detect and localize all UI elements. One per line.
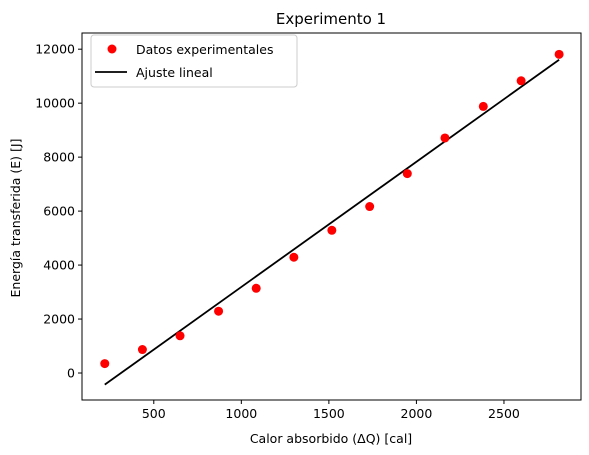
axes-frame	[81, 32, 582, 401]
x-tick-label: 2000	[401, 406, 433, 421]
legend-label-datos: Datos experimentales	[136, 42, 273, 57]
y-tick-label: 6000	[43, 204, 75, 219]
data-point	[478, 101, 488, 111]
data-point	[554, 49, 564, 59]
axes: 500 1000 1500 2000 2500 0 2000 4000 6000 8000 1000…	[35, 32, 582, 421]
data-point	[100, 359, 110, 369]
legend-marker-datos	[107, 44, 117, 54]
x-tick-label: 500	[142, 406, 166, 421]
data-point	[251, 283, 261, 293]
data-point	[137, 345, 147, 355]
x-tick-label: 1500	[313, 406, 345, 421]
y-axis-label: Energía transferida (E) [J]	[8, 139, 23, 298]
data-point	[440, 133, 450, 143]
chart-title: Experimento 1	[276, 10, 386, 28]
x-tick-label: 2500	[488, 406, 520, 421]
data-point	[402, 169, 412, 179]
y-tick-label: 0	[67, 366, 75, 381]
y-tick-label: 4000	[43, 258, 75, 273]
x-tick-label: 1000	[225, 406, 257, 421]
y-tick-label: 2000	[43, 312, 75, 327]
data-point	[175, 331, 185, 341]
y-tick-label: 8000	[43, 150, 75, 165]
data-point	[214, 306, 224, 316]
legend: Datos experimentales Ajuste lineal	[90, 34, 298, 88]
data-point	[327, 225, 337, 235]
y-tick-label: 12000	[35, 42, 75, 57]
data-point	[365, 202, 375, 212]
legend-box	[90, 34, 298, 88]
fit-line	[104, 58, 560, 386]
y-tick-label: 10000	[35, 96, 75, 111]
legend-label-ajuste: Ajuste lineal	[136, 65, 213, 80]
x-axis-label: Calor absorbido (ΔQ) [cal]	[250, 431, 412, 446]
data-point	[289, 252, 299, 262]
data-point	[516, 76, 526, 86]
plot-area	[100, 49, 564, 386]
